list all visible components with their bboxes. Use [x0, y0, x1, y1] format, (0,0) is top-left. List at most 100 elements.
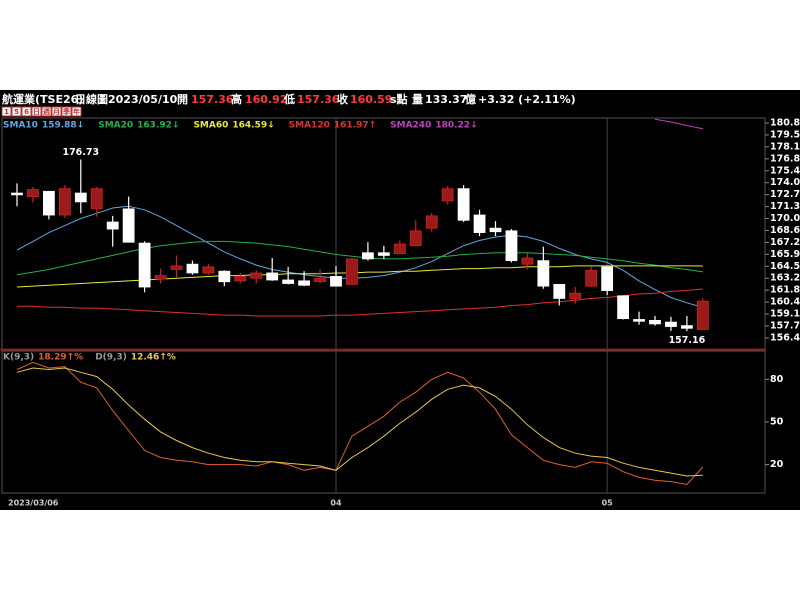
candle-body: [585, 269, 598, 287]
y-tick-label: 164.56: [770, 261, 800, 272]
high-value: 160.92: [245, 93, 287, 106]
candle-body: [409, 230, 422, 247]
date: 2023/05/10: [108, 93, 178, 106]
candle-body: [106, 221, 119, 230]
legend-name: SMA10: [3, 121, 38, 131]
candle-body: [537, 260, 550, 287]
candle-body: [27, 189, 39, 197]
tab-label[interactable]: 週: [43, 107, 50, 116]
y-tick-label: 172.72: [770, 189, 800, 200]
unit: s點: [390, 92, 408, 106]
line-series: [16, 367, 703, 477]
candle-body: [457, 188, 470, 221]
line-series: [16, 361, 704, 486]
y-tick-label: 179.52: [770, 129, 800, 140]
legend-name: SMA60: [193, 121, 228, 131]
line-series: [654, 118, 704, 130]
low-label: 低: [283, 92, 295, 106]
candle-body: [346, 258, 358, 285]
y-tick-label: 171.36: [770, 201, 800, 212]
tab[interactable]: [41, 106, 52, 117]
low-value: 157.36: [297, 93, 340, 106]
candle-body: [266, 272, 279, 281]
open-label: 開: [177, 93, 188, 106]
x-tick-label: 2023/03/06: [8, 499, 59, 508]
y-tick-label: 20: [770, 459, 784, 470]
y-tick-label: 160.48: [770, 297, 800, 308]
candle-body: [58, 188, 71, 216]
candle-body: [11, 192, 23, 196]
y-tick-label: 174.08: [770, 177, 800, 188]
candle-body: [553, 283, 566, 299]
line-series: [16, 205, 704, 308]
tab-label[interactable]: 季: [62, 107, 71, 116]
tab[interactable]: [1, 106, 12, 117]
y-tick-label: 50: [770, 417, 784, 428]
candle-body: [90, 188, 103, 210]
y-tick-label: 167.28: [770, 237, 800, 248]
y-tick-label: 156.40: [770, 332, 800, 343]
y-tick-label: 178.16: [770, 141, 800, 152]
legend-value: 161.97↑: [334, 121, 376, 131]
tab-label[interactable]: 6: [24, 108, 29, 116]
y-tick-label: 80: [770, 374, 784, 385]
legend-value: 163.92↓: [137, 121, 179, 131]
candle-body: [633, 319, 645, 322]
period: 日線圖: [75, 92, 108, 106]
candle-body: [282, 279, 295, 284]
y-tick-label: 176.80: [770, 153, 800, 164]
candle-body: [681, 325, 693, 329]
y-tick-label: 161.84: [770, 285, 800, 296]
line-series: [16, 240, 703, 276]
x-tick-label: 05: [602, 499, 614, 508]
candle-body: [122, 208, 135, 243]
y-tick-label: 159.12: [770, 309, 800, 320]
candle-body: [441, 188, 454, 202]
candle-body: [696, 300, 709, 330]
x-tick-label: 04: [330, 499, 342, 508]
candle-body: [665, 321, 677, 327]
candle-body: [138, 242, 151, 288]
tab[interactable]: [11, 106, 22, 117]
candle-body: [43, 190, 55, 216]
tab-label[interactable]: 月: [52, 108, 60, 116]
candle-body: [154, 275, 167, 280]
y-tick-label: 157.76: [770, 320, 800, 331]
candle-body: [330, 276, 342, 287]
tab-label[interactable]: 日: [33, 108, 40, 116]
volume-label: 量: [412, 93, 423, 106]
close-value: 160.59: [350, 93, 392, 106]
candle-body: [649, 319, 661, 325]
candle-body: [489, 227, 502, 233]
tab[interactable]: [71, 106, 82, 117]
tab-label[interactable]: 1: [4, 108, 9, 116]
candle-body: [234, 276, 247, 282]
candle-body: [617, 295, 629, 320]
volume-unit: 億: [465, 92, 476, 106]
legend-name: SMA120: [289, 121, 330, 131]
candle-body: [218, 270, 231, 283]
tab[interactable]: [51, 106, 62, 117]
market-name: 航運業(TSE26): [2, 92, 83, 106]
candle-body: [393, 243, 406, 255]
legend-value: 164.59↓: [232, 121, 274, 131]
tab-label[interactable]: 5: [14, 108, 19, 116]
line-series: [16, 265, 703, 288]
candle-body: [314, 277, 326, 283]
tab[interactable]: [31, 106, 42, 117]
legend-value: 180.22↓: [435, 121, 477, 131]
tab[interactable]: [21, 106, 32, 117]
legend-value: 18.29↑%: [38, 353, 83, 363]
candle-body: [473, 214, 486, 233]
candle-body: [202, 266, 215, 274]
legend-name: D(9,3): [95, 353, 127, 363]
candle-body: [569, 292, 582, 299]
y-tick-label: 175.44: [770, 165, 800, 176]
candle-body: [425, 215, 438, 229]
low-annotation: 157.16: [669, 335, 706, 346]
tab-label[interactable]: 年: [73, 107, 80, 116]
tab[interactable]: [61, 106, 72, 117]
